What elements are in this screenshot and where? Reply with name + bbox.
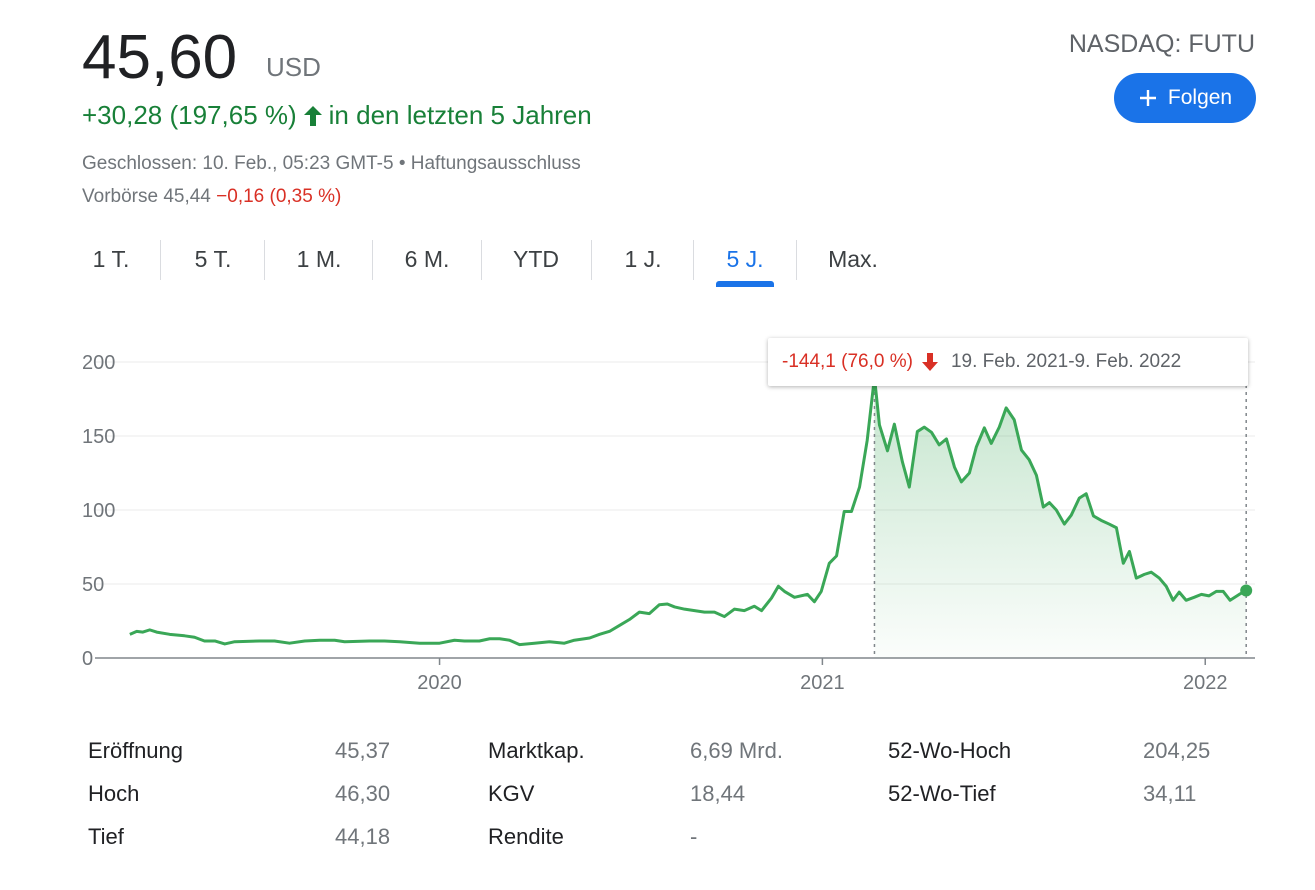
range-tab[interactable]: 5 T. (194, 246, 232, 272)
stat-label: Tief (88, 824, 124, 849)
currency: USD (266, 52, 321, 82)
active-tab-indicator (716, 281, 774, 287)
up-arrow-icon (303, 105, 322, 126)
follow-button[interactable]: Folgen (1114, 73, 1256, 123)
tooltip-range: 19. Feb. 2021-9. Feb. 2022 (950, 351, 1182, 372)
stat-label: Hoch (88, 781, 140, 806)
stat-label: Rendite (488, 824, 564, 849)
stat-label: Eröffnung (88, 738, 184, 763)
y-tick-label: 200 (82, 352, 115, 374)
change: +30,28 (197,65 %) (82, 100, 297, 130)
y-tick-label: 50 (82, 574, 104, 596)
tab-separator (693, 240, 694, 280)
range-tab[interactable]: Max. (828, 246, 878, 272)
stat-label: KGV (488, 781, 535, 806)
tab-separator (481, 240, 482, 280)
change-period: in den letzten 5 Jahren (328, 100, 592, 130)
x-tick-label: 2020 (417, 672, 462, 694)
stat-value: 46,30 (335, 781, 391, 806)
range-tab[interactable]: 6 M. (404, 246, 450, 272)
premarket-change: −0,16 (0,35 %) (216, 186, 342, 207)
range-tab[interactable]: 1 J. (624, 246, 662, 272)
range-tab[interactable]: 5 J. (726, 246, 764, 272)
stat-label: Marktkap. (488, 738, 585, 763)
stat-value: 204,25 (1143, 738, 1211, 763)
x-tick-label: 2021 (800, 672, 845, 694)
exchange: NASDAQ: FUTU (1068, 30, 1255, 58)
current-point (1240, 584, 1253, 597)
stat-value: 45,37 (335, 738, 391, 763)
stat-label: 52-Wo-Tief (888, 781, 996, 806)
stat-label: 52-Wo-Hoch (888, 738, 1012, 763)
stat-value: 44,18 (335, 824, 391, 849)
closed-time: Geschlossen: 10. Feb., 05:23 GMT-5 (82, 153, 394, 174)
price: 45,60 (82, 23, 238, 92)
price-line (129, 375, 1247, 647)
premarket: Vorbörse 45,44 −0,16 (0,35 %) (82, 186, 341, 208)
stat-value: 6,69 Mrd. (690, 738, 783, 763)
stat-value: 34,11 (1143, 781, 1197, 806)
range-tab[interactable]: 1 M. (296, 246, 342, 272)
down-arrow-icon (921, 353, 938, 371)
tab-separator (796, 240, 797, 280)
tab-separator (372, 240, 373, 280)
follow-label: Folgen (1167, 86, 1233, 109)
disclaimer-link[interactable]: Haftungsausschluss (410, 153, 581, 174)
tooltip-change: -144,1 (76,0 %) (782, 351, 913, 372)
plus-icon (1139, 90, 1156, 106)
range-tab[interactable]: 1 T. (92, 246, 130, 272)
premarket-label: Vorbörse 45,44 (82, 186, 211, 207)
separator: • (398, 153, 406, 174)
change-row: +30,28 (197,65 %) in den letzten 5 Jahre… (82, 100, 592, 131)
status: Geschlossen: 10. Feb., 05:23 GMT-5 • Haf… (82, 153, 581, 175)
range-tab[interactable]: YTD (513, 246, 559, 272)
tab-separator (591, 240, 592, 280)
tab-separator (160, 240, 161, 280)
tooltip: -144,1 (76,0 %) 19. Feb. 2021-9. Feb. 20… (768, 338, 1248, 386)
stat-value: - (690, 824, 698, 849)
tab-separator (264, 240, 265, 280)
y-tick-label: 100 (82, 500, 115, 522)
stat-value: 18,44 (690, 781, 746, 806)
y-tick-label: 0 (82, 648, 93, 670)
x-tick-label: 2022 (1183, 672, 1228, 694)
y-tick-label: 150 (82, 426, 115, 448)
